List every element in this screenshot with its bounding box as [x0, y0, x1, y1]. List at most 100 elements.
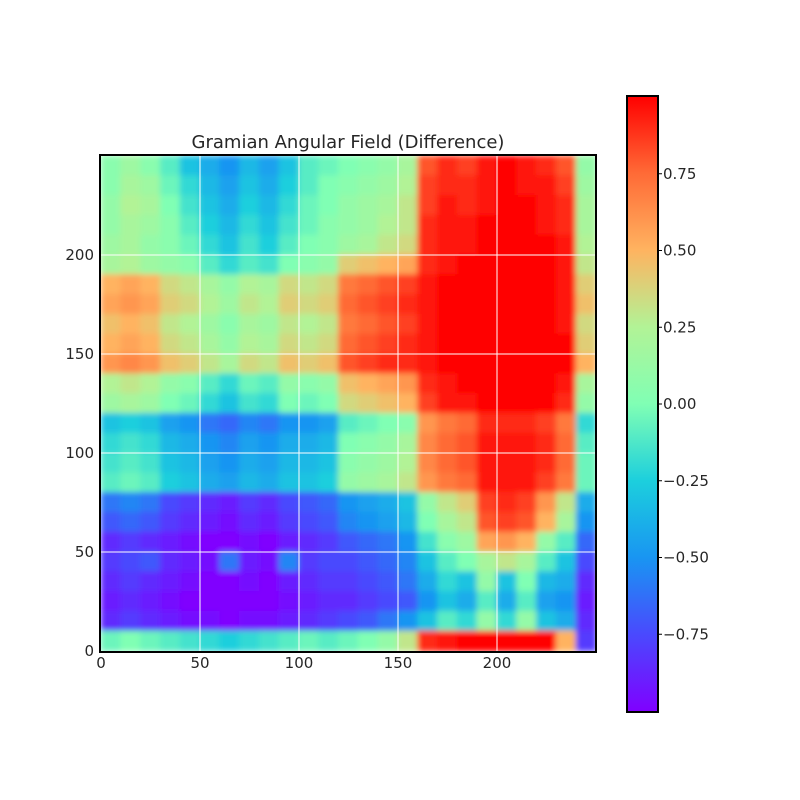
heatmap-cell — [120, 333, 142, 355]
heatmap-cell — [575, 610, 596, 632]
heatmap-cell — [357, 630, 379, 651]
heatmap-cell — [516, 195, 538, 216]
heatmap-cell — [417, 234, 439, 256]
heatmap-cell — [239, 511, 260, 533]
heatmap-cell — [258, 492, 280, 513]
heatmap-cell — [536, 412, 557, 434]
heatmap-cell — [278, 234, 300, 256]
heatmap-cell — [179, 492, 201, 513]
heatmap-cell — [199, 234, 221, 256]
heatmap-cell — [377, 472, 399, 494]
colorbar-tick-label: −0.50 — [663, 549, 709, 567]
heatmap-cell — [258, 591, 280, 612]
colorbar-tick-label: 0.50 — [663, 242, 696, 260]
heatmap-cell — [239, 195, 260, 216]
heatmap-cell — [357, 472, 379, 494]
heatmap-cell — [476, 156, 498, 177]
x-tick-label: 50 — [190, 654, 209, 672]
heatmap-cell — [516, 175, 538, 197]
heatmap-cell — [456, 274, 478, 296]
heatmap-cell — [179, 254, 201, 276]
heatmap-cell — [318, 432, 340, 454]
heatmap-cell — [338, 333, 359, 355]
heatmap-cell — [318, 353, 340, 375]
heatmap-cell — [536, 313, 557, 335]
heatmap-cell — [140, 472, 161, 494]
heatmap-cell — [536, 214, 557, 236]
heatmap-cell — [159, 156, 181, 177]
heatmap-cell — [278, 333, 300, 355]
heatmap-cell — [357, 313, 379, 335]
heatmap-cell — [476, 551, 498, 573]
heatmap-cell — [357, 393, 379, 414]
heatmap-cell — [278, 571, 300, 593]
heatmap-cell — [219, 274, 241, 296]
heatmap-cell — [357, 214, 379, 236]
heatmap-cell — [516, 511, 538, 533]
heatmap-cell — [318, 294, 340, 315]
heatmap-cell — [417, 511, 439, 533]
heatmap-cell — [516, 254, 538, 276]
heatmap-cell — [417, 313, 439, 335]
heatmap-cell — [338, 195, 359, 216]
heatmap-cell — [476, 254, 498, 276]
heatmap-cell — [516, 610, 538, 632]
heatmap-cell — [298, 214, 320, 236]
heatmap-cell — [278, 630, 300, 651]
heatmap-cell — [496, 591, 518, 612]
heatmap-cell — [437, 353, 458, 375]
heatmap-cell — [338, 571, 359, 593]
heatmap-cell — [219, 294, 241, 315]
heatmap-cell — [496, 610, 518, 632]
y-tick-label: 100 — [65, 444, 94, 462]
heatmap-cell — [377, 274, 399, 296]
heatmap-cell — [575, 294, 596, 315]
colorbar — [626, 95, 659, 713]
heatmap-cell — [516, 412, 538, 434]
heatmap-cell — [456, 195, 478, 216]
heatmap-cell — [199, 156, 221, 177]
heatmap-cell — [101, 333, 122, 355]
heatmap-cell — [199, 353, 221, 375]
heatmap-cell — [456, 393, 478, 414]
heatmap-cell — [219, 195, 241, 216]
heatmap-cell — [258, 195, 280, 216]
heatmap-cell — [278, 472, 300, 494]
heatmap-cell — [397, 373, 419, 395]
heatmap-cell — [239, 551, 260, 573]
heatmap-cell — [278, 274, 300, 296]
heatmap-cell — [199, 571, 221, 593]
heatmap-cell — [298, 610, 320, 632]
heatmap-cell — [496, 274, 518, 296]
heatmap-cell — [338, 531, 359, 553]
heatmap-cell — [417, 571, 439, 593]
heatmap-cell — [258, 156, 280, 177]
heatmap-cell — [239, 630, 260, 651]
heatmap-cell — [239, 373, 260, 395]
heatmap-cell — [338, 452, 359, 474]
heatmap-cell — [298, 175, 320, 197]
heatmap-cell — [159, 571, 181, 593]
heatmap-cell — [101, 452, 122, 474]
heatmap-cell — [338, 630, 359, 651]
heatmap-cell — [377, 353, 399, 375]
heatmap-cell — [397, 234, 419, 256]
heatmap-cell — [101, 511, 122, 533]
heatmap-cell — [397, 412, 419, 434]
heatmap-cell — [140, 393, 161, 414]
x-tick-label: 0 — [96, 654, 106, 672]
heatmap-cell — [555, 254, 577, 276]
heatmap-cell — [239, 175, 260, 197]
heatmap-cell — [476, 175, 498, 197]
heatmap-cell — [318, 472, 340, 494]
heatmap-cell — [120, 630, 142, 651]
heatmap-cell — [120, 571, 142, 593]
heatmap-cell — [536, 254, 557, 276]
colorbar-tick-label: 0.00 — [663, 395, 696, 413]
heatmap-cell — [575, 156, 596, 177]
heatmap-cell — [179, 175, 201, 197]
heatmap-cell — [219, 313, 241, 335]
heatmap-cell — [219, 511, 241, 533]
heatmap-cell — [397, 472, 419, 494]
heatmap-cell — [338, 373, 359, 395]
